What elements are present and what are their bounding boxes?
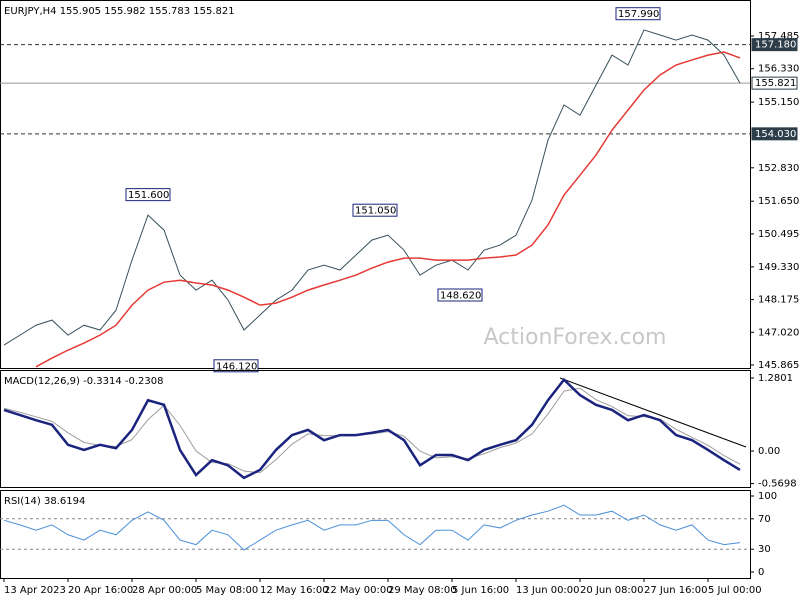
y-tick-label: -0.5698 xyxy=(758,479,797,490)
annotation-box xyxy=(437,288,483,302)
y-tick-label: 147.020 xyxy=(758,327,799,338)
level-label-box xyxy=(751,127,798,141)
annotation-label: 146.120 xyxy=(216,361,257,372)
x-tick-label: 5 May 08:00 xyxy=(196,585,258,596)
line-series xyxy=(35,51,741,368)
x-tick-label: 27 Jun 16:00 xyxy=(644,585,708,596)
x-tick-label: 13 Apr 2023 xyxy=(4,585,66,596)
y-tick-label: 0.00 xyxy=(758,446,780,457)
annotation-box xyxy=(615,7,661,21)
trend-line xyxy=(559,377,747,448)
annotation-box xyxy=(352,203,398,217)
panel-title: EURJPY,H4 155.905 155.982 155.783 155.82… xyxy=(4,6,235,17)
x-tick-label: 20 Apr 16:00 xyxy=(68,585,133,596)
panel-title: RSI(14) 38.6194 xyxy=(4,496,85,507)
level-label: 154.030 xyxy=(755,129,796,140)
y-tick-label: 157.485 xyxy=(758,31,799,42)
y-tick-label: 150.495 xyxy=(758,229,799,240)
panel-frame xyxy=(0,490,751,579)
y-tick-label: 156.330 xyxy=(758,64,799,75)
y-tick-label: 0 xyxy=(758,567,764,578)
watermark: ActionForex.com xyxy=(484,325,667,350)
x-tick-label: 12 May 16:00 xyxy=(260,585,329,596)
line-series xyxy=(3,29,741,346)
annotation-box xyxy=(213,359,259,373)
x-tick-label: 22 May 00:00 xyxy=(324,585,393,596)
annotation-label: 151.600 xyxy=(128,190,169,201)
x-tick-label: 5 Jul 00:00 xyxy=(708,585,762,596)
y-tick-label: 148.175 xyxy=(758,295,799,306)
panel-frame xyxy=(0,0,751,369)
panel-frame xyxy=(0,370,751,488)
annotation-label: 157.990 xyxy=(618,9,659,20)
line-series xyxy=(3,377,741,480)
y-tick-label: 152.830 xyxy=(758,163,799,174)
y-tick-label: 30 xyxy=(758,544,771,555)
line-series xyxy=(3,504,741,551)
level-label: 157.180 xyxy=(755,40,796,51)
level-label-box xyxy=(751,38,798,52)
level-label: 155.821 xyxy=(755,78,796,89)
y-tick-label: 145.865 xyxy=(758,360,799,371)
x-tick-label: 13 Jun 00:00 xyxy=(516,585,580,596)
x-tick-label: 29 May 08:00 xyxy=(388,585,457,596)
annotation-label: 148.620 xyxy=(440,290,481,301)
y-tick-label: 70 xyxy=(758,514,771,525)
x-tick-label: 28 Apr 00:00 xyxy=(132,585,197,596)
annotation-label: 151.050 xyxy=(355,206,396,217)
y-tick-label: 151.650 xyxy=(758,196,799,207)
y-tick-label: 155.150 xyxy=(758,97,799,108)
panel-title: MACD(12,26,9) -0.3314 -0.2308 xyxy=(4,376,164,387)
level-label-box xyxy=(751,76,798,90)
x-tick-label: 5 Jun 16:00 xyxy=(452,585,509,596)
x-tick-label: 20 Jun 08:00 xyxy=(580,585,644,596)
annotation-box xyxy=(125,188,171,202)
y-tick-label: 1.2801 xyxy=(758,373,793,384)
y-tick-label: 149.330 xyxy=(758,262,799,273)
y-tick-label: 100 xyxy=(758,491,777,502)
